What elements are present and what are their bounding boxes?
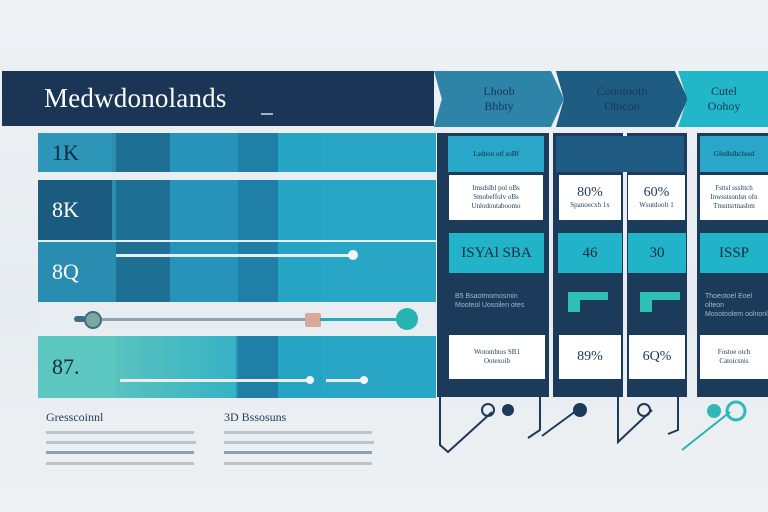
grid-top-label-1: Lsdnoo otf soBf: [448, 136, 544, 172]
card-r1-c3-sub: Wsutdoolt 1: [639, 201, 674, 209]
title-underline: [261, 113, 273, 115]
header-tab-2-line1: Conotooth: [596, 84, 648, 98]
card-r3-c3: 6Q%: [629, 335, 685, 379]
header-tab-1[interactable]: Lhoob Bhbty: [434, 71, 564, 127]
card-r1-c3-value: 60%: [643, 185, 670, 200]
row-label-3: 8Q: [38, 242, 112, 302]
legend-text-line: [46, 441, 196, 444]
row-label-1: 1K: [38, 133, 112, 172]
row-divider: [38, 240, 436, 242]
teal-r2-c4: ISSP: [700, 233, 768, 273]
header-tab-3-line1: Cutel: [711, 84, 737, 98]
card-r1-c2-sub: Spanoecxh 1x: [570, 201, 610, 209]
header-tab-1-line2: Bhbty: [484, 99, 514, 113]
card-r3-c2: 89%: [559, 335, 621, 379]
slider-track-main: [84, 318, 400, 321]
teal-r2-c2: 46: [558, 233, 622, 273]
row-label-4: 87.: [38, 336, 116, 398]
slider-fill: [320, 318, 400, 321]
legend-left-title: Gresscoinnl: [46, 410, 104, 424]
slider-track: [116, 254, 354, 257]
row-label-2: 8K: [38, 180, 112, 240]
mid-text-2: Thoeotoel Eoel olteon Mosotoolem oolnonl: [705, 293, 768, 318]
slider-knob[interactable]: [360, 376, 368, 384]
legend-text-line: [224, 462, 372, 465]
card-r1-c1: Imsdslbl pol oBs Smobeffolv oBs Unlodout…: [449, 175, 543, 220]
header-tab-2[interactable]: Conotooth Ohicon: [556, 71, 688, 127]
slider-track: [326, 379, 366, 382]
card-r3-c4: Fostoe otch Catoicsnis: [700, 335, 768, 379]
row4-fill: [116, 336, 236, 398]
header-tab-2-line2: Ohicon: [604, 99, 640, 113]
mid-text-1: B5 Bsaotmomosmin Mooteol Uosoilen otes: [455, 293, 525, 309]
card-r1-c4: Fsttsl ssslttch Inwsstsonlsn ofn Tmsttsr…: [700, 175, 768, 220]
card-r1-c3: 60% Wsutdoolt 1: [628, 175, 685, 220]
card-r1-c2: 80% Spanoecxh 1x: [559, 175, 621, 220]
header-bar: [2, 71, 434, 126]
grid-top-label-3: Gfedhdbchsed: [700, 136, 768, 172]
slider-marker[interactable]: [305, 313, 321, 327]
teal-r2-c1: ISYAl SBA: [449, 233, 544, 273]
legend-right-title: 3D Bssosuns: [224, 410, 287, 424]
slider-track: [120, 379, 312, 382]
legend-text-line: [46, 462, 194, 465]
row-divider: [38, 172, 436, 180]
card-r3-c1: Wotombtos SB1 Ootexoib: [449, 335, 545, 379]
slider-handle[interactable]: [74, 316, 86, 322]
teal-r2-c3: 30: [628, 233, 686, 273]
card-r1-c2-value: 80%: [577, 185, 603, 200]
legend-text-line: [224, 441, 374, 444]
slider-end-knob[interactable]: [396, 308, 418, 330]
legend-text-line: [46, 431, 194, 434]
slider-knob[interactable]: [348, 250, 358, 260]
page-title: Medwdonolands: [44, 83, 227, 113]
grid-top-cell: [556, 136, 684, 172]
legend-text-line: [46, 451, 194, 454]
legend-text-line: [224, 431, 372, 434]
header-tab-1-line1: Lhoob: [483, 84, 515, 98]
connector-lines: [439, 395, 747, 454]
header-tab-3-line2: Oohoy: [707, 99, 741, 113]
slider-knob[interactable]: [306, 376, 314, 384]
slider-start-knob[interactable]: [84, 311, 102, 329]
legend-text-line: [224, 451, 372, 454]
header-tab-3[interactable]: Cutel Oohoy: [678, 71, 768, 127]
